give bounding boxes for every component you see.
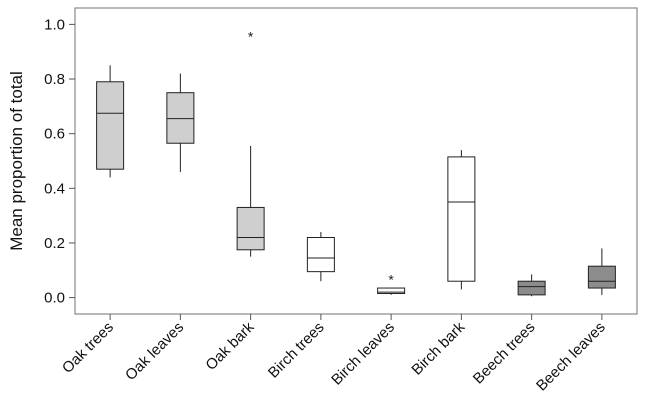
y-tick-label: 0.4 [44,180,65,197]
iqr-box [587,265,616,289]
y-axis: 0.0 0.2 0.4 0.6 0.8 1.0 [44,16,75,307]
plot-frame [74,7,638,315]
box-oak-bark: * [236,28,265,257]
box-birch-leaves: * [377,271,406,295]
outlier-marker: * [388,271,394,287]
box-oak-leaves [166,73,195,172]
box-birch-bark [447,150,476,290]
iqr-box [517,280,546,296]
box-beech-leaves [587,248,616,295]
boxes-group: ** [96,28,616,297]
y-tick-label: 0.2 [44,235,65,252]
iqr-box [306,237,335,273]
x-tick-label: Oak bark [202,318,257,373]
y-tick-label: 0.8 [44,71,65,88]
iqr-box [236,206,265,251]
x-tick-label: Birch leaves [328,319,398,389]
x-tick-label: Beech trees [470,319,539,388]
y-tick-label: 0.6 [44,126,65,143]
box-oak-trees [96,65,125,178]
outlier-marker: * [248,28,254,44]
x-tick-label: Birch trees [265,319,328,382]
x-axis: Oak trees Oak leaves Oak bark Birch trees Bi… [59,314,609,395]
x-tick-label: Birch bark [408,318,468,378]
iqr-box [96,81,125,170]
box-birch-trees [306,232,335,282]
iqr-box [166,92,195,144]
y-tick-label: 1.0 [44,16,65,33]
y-tick-label: 0.0 [44,290,65,307]
x-tick-label: Beech leaves [533,319,609,395]
y-axis-title: Mean proportion of total [7,71,26,251]
box-beech-trees [517,274,546,297]
x-tick-label: Oak trees [59,319,117,377]
iqr-box [377,287,406,295]
iqr-box [447,156,476,282]
x-tick-label: Oak leaves [122,319,187,384]
